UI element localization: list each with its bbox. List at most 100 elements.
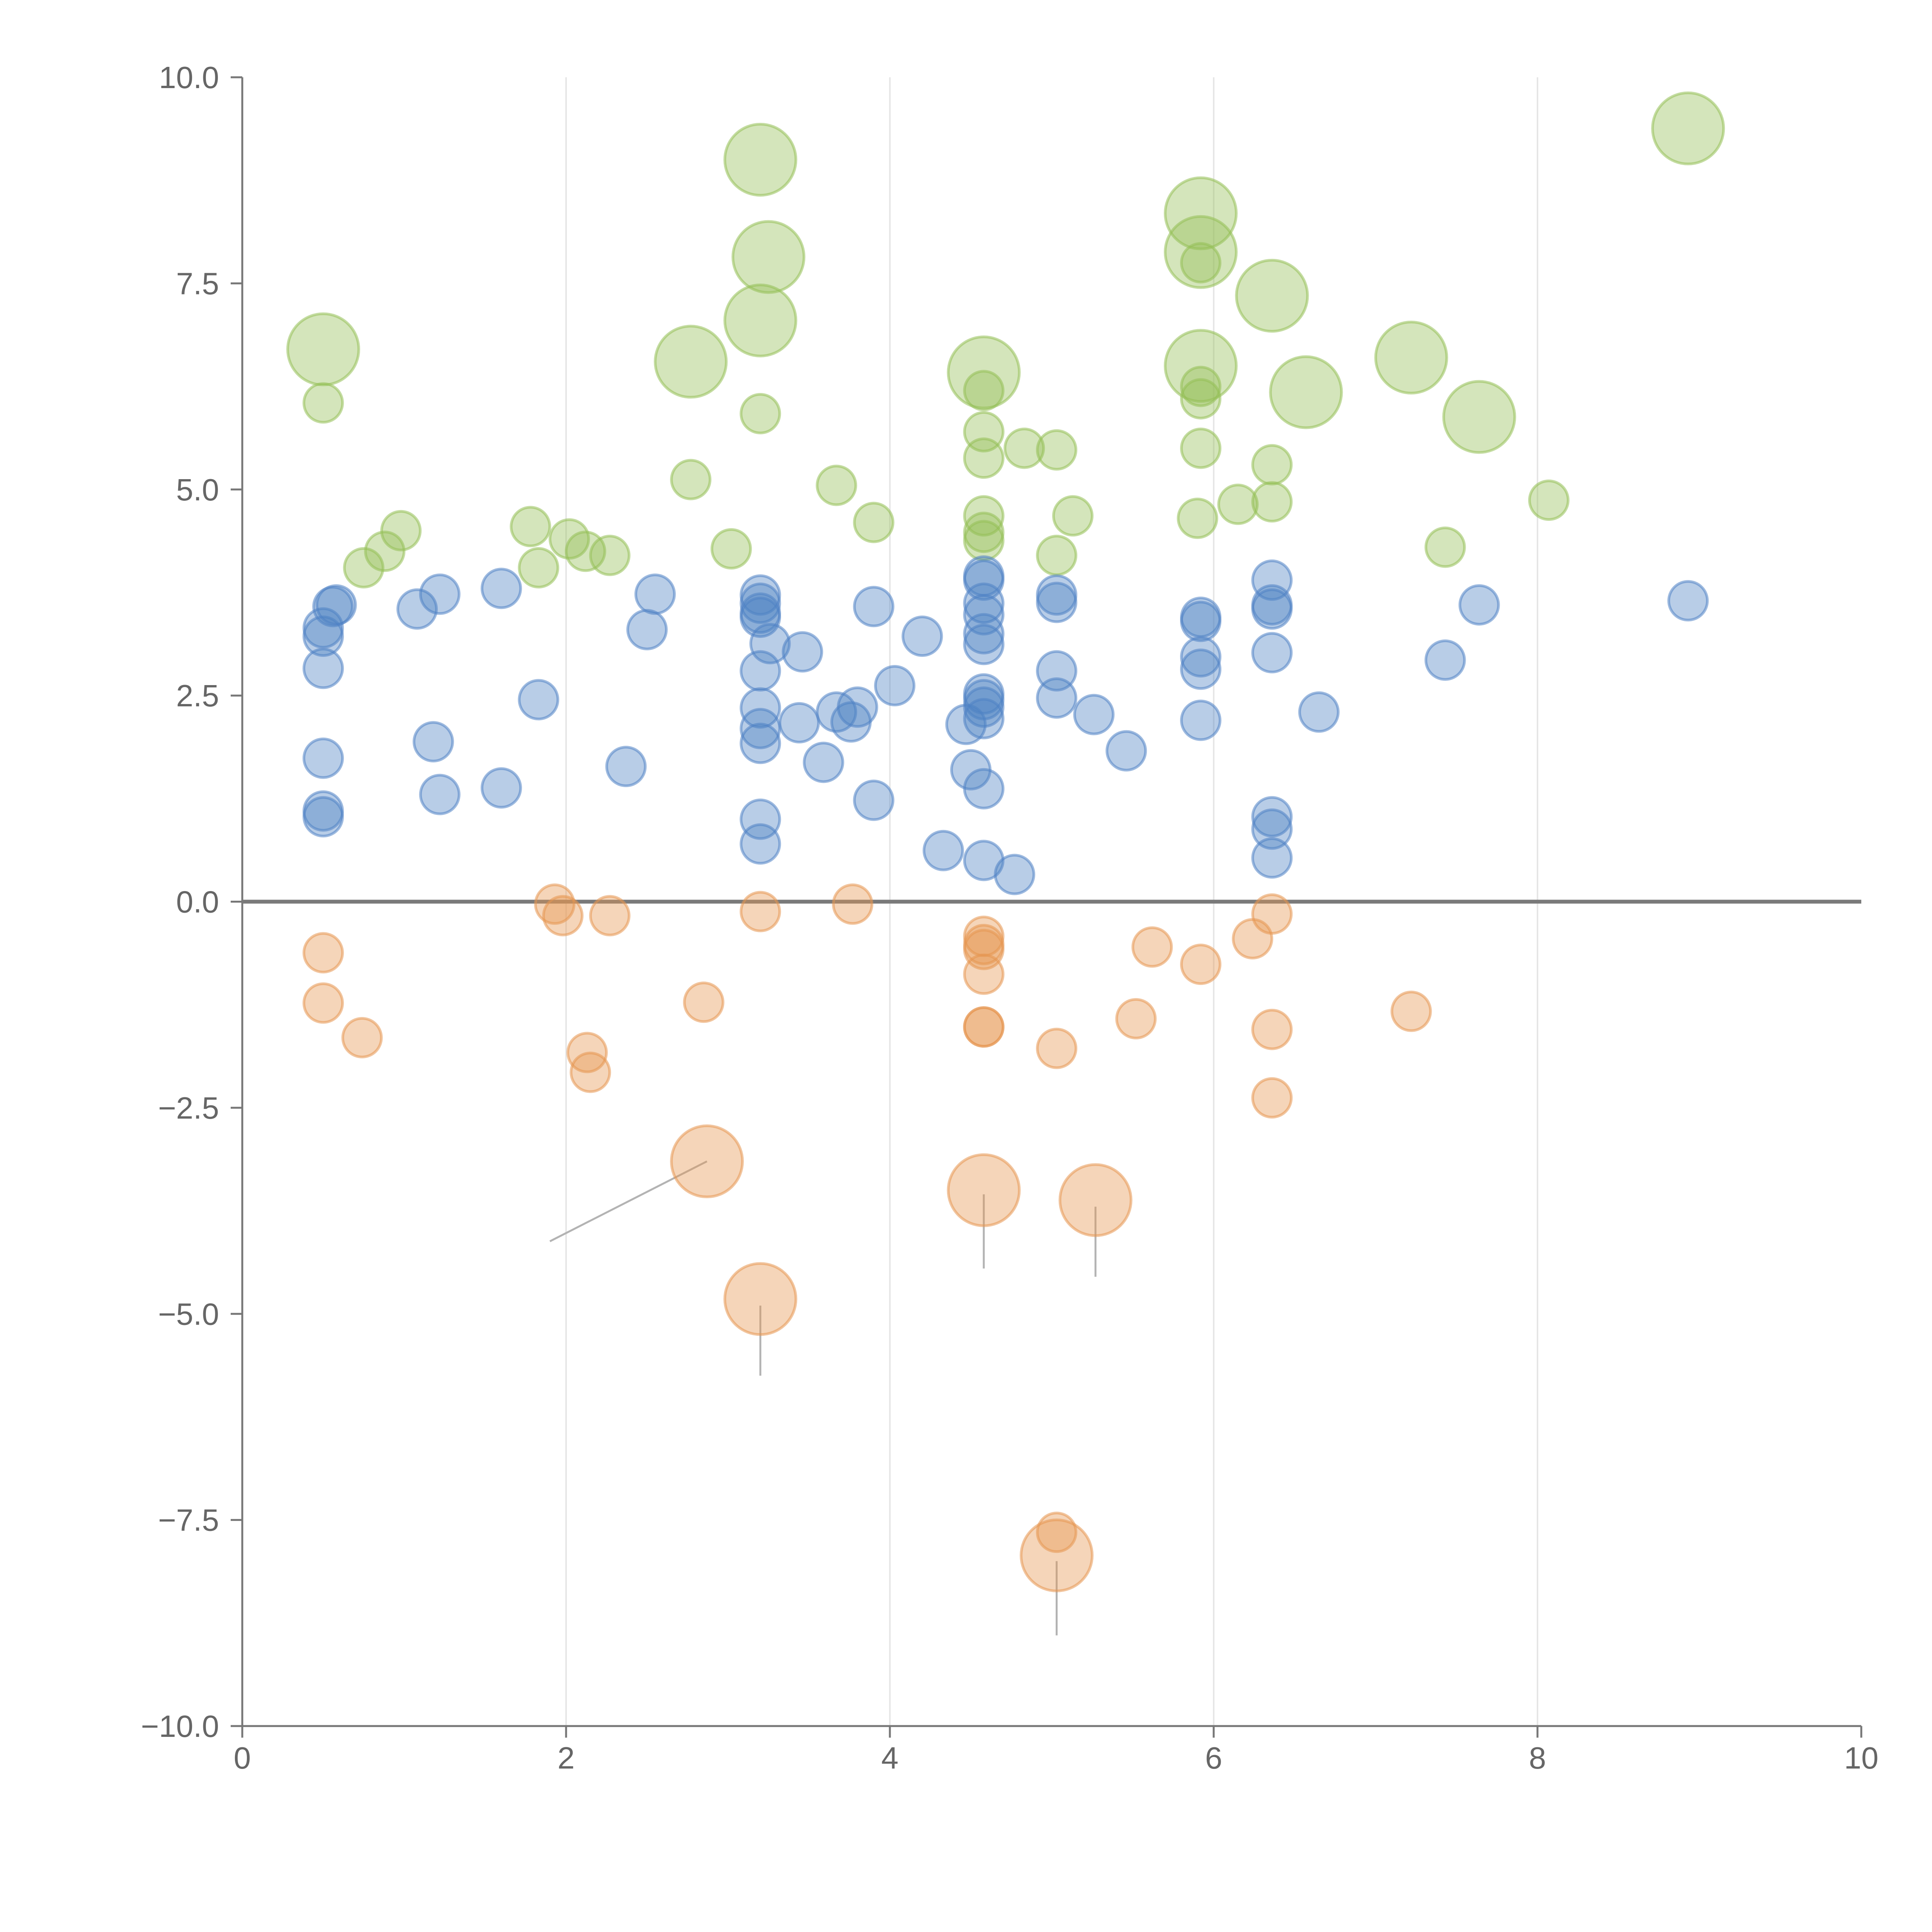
data-point-high [1651, 91, 1725, 165]
data-point-high [380, 510, 422, 551]
data-point-high [1163, 176, 1238, 250]
data-point-high [1374, 320, 1448, 395]
y-tick-label: −5.0 [158, 1297, 219, 1331]
data-point-high [1180, 427, 1221, 469]
data-point-positive [1251, 588, 1293, 630]
data-point-positive [303, 648, 344, 689]
data-point-high [1424, 526, 1466, 568]
data-point-high [510, 506, 551, 548]
data-point-high [343, 547, 384, 588]
data-point-positive [518, 679, 560, 721]
data-point-positive [1667, 580, 1709, 622]
data-point-positive [605, 746, 647, 787]
data-point-negative [1251, 1077, 1293, 1119]
y-tick-label: −2.5 [158, 1091, 219, 1125]
data-point-negative [963, 1006, 1005, 1048]
data-point-positive [419, 573, 461, 615]
x-tick-label: 8 [1529, 1741, 1546, 1775]
data-point-negative [1115, 998, 1157, 1039]
data-point-positive [1180, 648, 1221, 690]
data-point-positive [396, 588, 438, 630]
data-point-positive [922, 830, 964, 871]
y-tick-label: 7.5 [176, 266, 219, 301]
data-point-high [670, 459, 712, 500]
data-point-positive [963, 559, 1005, 601]
data-point-negative [542, 895, 584, 937]
data-point-negative [1036, 1512, 1078, 1553]
data-point-negative [570, 1051, 611, 1093]
data-point-positive [963, 698, 1005, 740]
data-point-high [286, 312, 360, 386]
x-tick-labels: 0 2 4 6 8 10 [234, 1726, 1879, 1775]
data-point-negative [1251, 1009, 1293, 1050]
data-point-high [1003, 427, 1045, 469]
y-tick-labels: 10.0 7.5 5.0 2.5 0.0 −2.5 −5.0 −7.5 −10.0 [141, 60, 242, 1743]
data-point-positive [634, 573, 676, 615]
data-point-positive [1105, 730, 1147, 772]
data-point-positive [1180, 600, 1221, 642]
data-point-high [1036, 534, 1078, 576]
data-point-positive [1251, 808, 1293, 850]
data-point-positive [1073, 694, 1115, 735]
data-point-high [1036, 429, 1078, 471]
data-point-high [723, 283, 798, 357]
data-point-negative [1390, 990, 1432, 1032]
data-point-positive [1180, 636, 1221, 678]
data-point-high [740, 393, 781, 434]
data-point-positive [1036, 582, 1078, 623]
data-point-positive [412, 721, 454, 763]
data-point-positive [740, 650, 781, 692]
data-point-high [1180, 378, 1221, 420]
data-point-high [1180, 366, 1221, 407]
data-point-high [963, 495, 1005, 537]
data-point-positive [749, 623, 791, 665]
leader-lines [549, 1160, 1097, 1636]
x-tick-label: 0 [234, 1741, 251, 1775]
x-tick-label: 10 [1844, 1741, 1879, 1775]
data-point-negative [589, 895, 631, 937]
data-point-negative [670, 1124, 744, 1199]
data-point-high [364, 531, 406, 572]
data-point-negative [963, 953, 1005, 995]
y-tick-label: 10.0 [159, 60, 219, 95]
y-tick-label: 5.0 [176, 473, 219, 507]
x-tick-label: 6 [1205, 1741, 1223, 1775]
data-point-positive [1298, 691, 1340, 733]
data-point-high [731, 220, 806, 294]
data-point-positive [312, 586, 354, 628]
data-point-high [1251, 444, 1293, 486]
data-point-high [1269, 355, 1343, 429]
data-point-negative [947, 1153, 1021, 1227]
data-point-positive [963, 613, 1005, 655]
data-point-negative [1131, 926, 1173, 968]
data-point-high [1235, 259, 1309, 333]
y-tick-label: −7.5 [158, 1503, 219, 1537]
data-point-high [710, 528, 752, 570]
data-point-negative [1058, 1163, 1133, 1237]
data-point-high [963, 370, 1005, 412]
x-tick-label: 2 [558, 1741, 575, 1775]
data-point-positive [740, 582, 781, 624]
data-point-positive [963, 624, 1005, 665]
data-point-negative [534, 883, 576, 925]
data-point-high [816, 464, 857, 506]
data-point-negative [740, 891, 781, 932]
data-point-positive [315, 584, 357, 626]
x-tick-label: 4 [881, 1741, 899, 1775]
data-point-positive [1251, 796, 1293, 838]
data-point-positive [1458, 584, 1500, 626]
data-points [286, 91, 1725, 1592]
data-point-negative [963, 929, 1005, 970]
data-point-negative [341, 1017, 383, 1059]
data-point-positive [963, 686, 1005, 728]
data-point-positive [963, 582, 1005, 624]
data-point-positive [740, 823, 781, 865]
data-point-negative [1180, 944, 1221, 985]
data-point-high [963, 437, 1005, 479]
data-point-positive [853, 586, 895, 628]
y-tick-label: −10.0 [141, 1709, 219, 1743]
data-point-positive [778, 702, 820, 744]
data-point-positive [626, 609, 668, 650]
data-point-positive [1036, 677, 1078, 719]
